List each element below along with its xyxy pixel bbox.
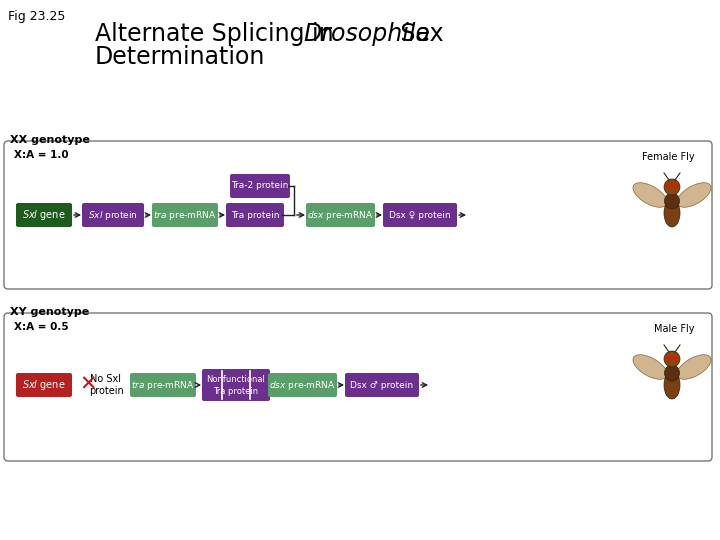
FancyBboxPatch shape xyxy=(130,373,196,397)
Text: $\it{Sxl}$ gene: $\it{Sxl}$ gene xyxy=(22,208,66,222)
Text: $\it{Sxl}$ gene: $\it{Sxl}$ gene xyxy=(22,378,66,392)
Text: Determination: Determination xyxy=(95,45,266,69)
Text: $\it{dsx}$ pre-mRNA: $\it{dsx}$ pre-mRNA xyxy=(269,379,336,392)
FancyBboxPatch shape xyxy=(4,141,712,289)
Text: Fig 23.25: Fig 23.25 xyxy=(8,10,66,23)
Ellipse shape xyxy=(665,193,680,209)
FancyBboxPatch shape xyxy=(152,203,218,227)
FancyBboxPatch shape xyxy=(202,369,270,401)
Circle shape xyxy=(667,184,672,188)
Ellipse shape xyxy=(677,355,711,379)
FancyBboxPatch shape xyxy=(226,203,284,227)
Text: Tra-2 protein: Tra-2 protein xyxy=(231,181,289,191)
Text: Alternate Splicing in: Alternate Splicing in xyxy=(95,22,341,46)
Text: XX genotype: XX genotype xyxy=(10,135,90,145)
Text: X:A = 1.0: X:A = 1.0 xyxy=(14,150,68,160)
Text: Sex: Sex xyxy=(393,22,444,46)
FancyBboxPatch shape xyxy=(383,203,457,227)
FancyBboxPatch shape xyxy=(4,313,712,461)
Circle shape xyxy=(667,355,672,361)
Text: $\it{tra}$ pre-mRNA: $\it{tra}$ pre-mRNA xyxy=(153,208,217,221)
FancyBboxPatch shape xyxy=(16,203,72,227)
Text: X:A = 0.5: X:A = 0.5 xyxy=(14,322,68,332)
Ellipse shape xyxy=(664,371,680,399)
Circle shape xyxy=(664,351,680,367)
Ellipse shape xyxy=(633,183,667,207)
Text: Tra protein: Tra protein xyxy=(230,211,279,219)
Text: $\it{Sxl}$ protein: $\it{Sxl}$ protein xyxy=(88,208,138,221)
Text: Female Fly: Female Fly xyxy=(642,152,695,162)
Circle shape xyxy=(672,184,678,188)
Ellipse shape xyxy=(664,199,680,227)
FancyBboxPatch shape xyxy=(82,203,144,227)
Text: XY genotype: XY genotype xyxy=(10,307,89,317)
Ellipse shape xyxy=(665,365,680,381)
Ellipse shape xyxy=(677,183,711,207)
Text: Tra protein: Tra protein xyxy=(213,387,258,395)
Text: $\it{dsx}$ pre-mRNA: $\it{dsx}$ pre-mRNA xyxy=(307,208,374,221)
Text: Dsx ♀ protein: Dsx ♀ protein xyxy=(390,211,451,219)
Text: Drosophila: Drosophila xyxy=(303,22,430,46)
FancyBboxPatch shape xyxy=(230,174,290,198)
Text: $\it{tra}$ pre-mRNA: $\it{tra}$ pre-mRNA xyxy=(131,379,194,392)
FancyBboxPatch shape xyxy=(268,373,337,397)
Text: ✕: ✕ xyxy=(79,375,96,395)
Circle shape xyxy=(664,179,680,195)
FancyBboxPatch shape xyxy=(345,373,419,397)
Text: Dsx ♂ protein: Dsx ♂ protein xyxy=(351,381,413,389)
Text: Nonfunctional: Nonfunctional xyxy=(207,375,266,384)
Text: Male Fly: Male Fly xyxy=(654,324,695,334)
Circle shape xyxy=(672,355,678,361)
Text: No Sxl
protein: No Sxl protein xyxy=(89,374,123,396)
FancyBboxPatch shape xyxy=(16,373,72,397)
Ellipse shape xyxy=(633,355,667,379)
FancyBboxPatch shape xyxy=(306,203,375,227)
